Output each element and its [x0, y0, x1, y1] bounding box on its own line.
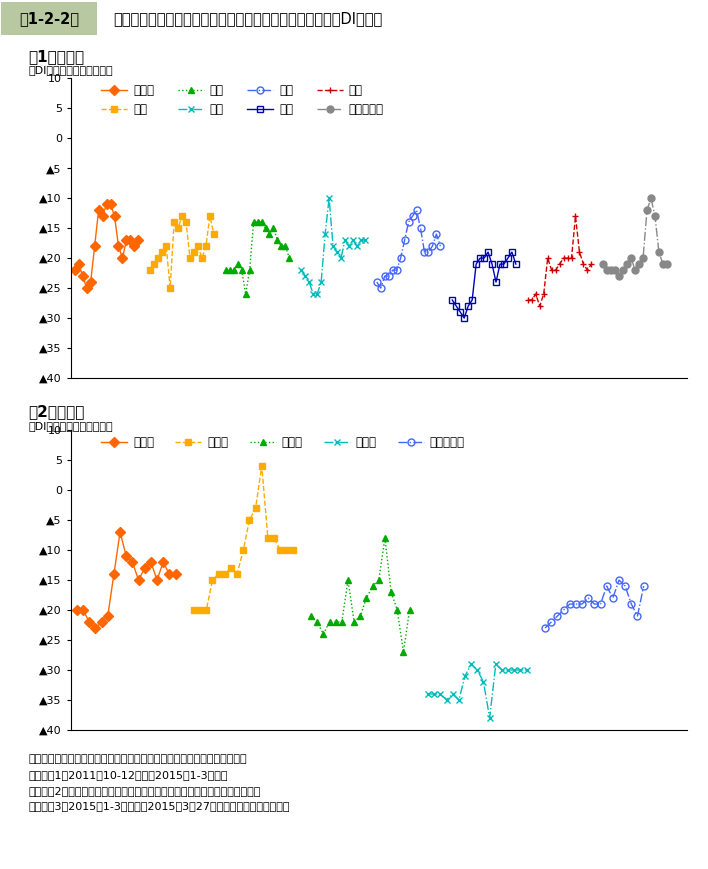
Text: 第1-2-2図: 第1-2-2図: [19, 10, 79, 26]
Text: （2）業種別: （2）業種別: [28, 404, 85, 419]
Text: 資料：中小企業庁・（独）中小企業基盤整備機構　「中小企業景況調査」: 資料：中小企業庁・（独）中小企業基盤整備機構 「中小企業景況調査」: [28, 754, 247, 765]
Legend: 北海道, 東北, 関東, 中部, 近畿, 中国, 四国, 九州・沖縄: 北海道, 東北, 関東, 中部, 近畿, 中国, 四国, 九州・沖縄: [101, 84, 384, 116]
Legend: 製造業, 建設業, 卸売業, 小売業, サービス業: 製造業, 建設業, 卸売業, 小売業, サービス業: [101, 436, 464, 449]
Bar: [1, 2, 97, 35]
Text: （注）　1．2011年10-12月期～2015年1-3月期。: （注） 1．2011年10-12月期～2015年1-3月期。: [28, 770, 228, 780]
Text: （DI、前期比季節調整値）: （DI、前期比季節調整値）: [28, 421, 113, 431]
Text: 3．2015年1-3月期は、2015年3月27日時点の調査結果である。: 3．2015年1-3月期は、2015年3月27日時点の調査結果である。: [28, 801, 290, 812]
Text: （DI、前期比季節調整値）: （DI、前期比季節調整値）: [28, 65, 113, 76]
Text: （1）地域別: （1）地域別: [28, 49, 84, 63]
Text: 地域別・業種別に見た中小企業・小規模事業者の業況判断DIの推移: 地域別・業種別に見た中小企業・小規模事業者の業況判断DIの推移: [113, 10, 382, 26]
Text: 2．地域区分は、各経済産業局管内の都道府県により区分している。: 2．地域区分は、各経済産業局管内の都道府県により区分している。: [28, 786, 261, 796]
